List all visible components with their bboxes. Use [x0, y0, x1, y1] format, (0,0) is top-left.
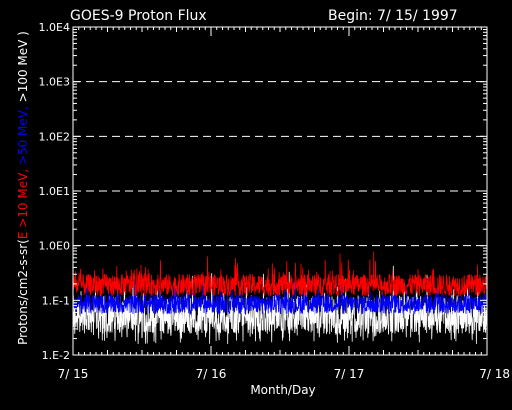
y-axis-label-part: E >10 MeV,	[16, 165, 30, 239]
series-line	[72, 251, 488, 298]
begin-date-label: Begin: 7/ 15/ 1997	[328, 8, 458, 24]
y-tick-label: 1.0E2	[39, 130, 70, 143]
x-tick-label: 7/ 16	[196, 367, 227, 381]
x-tick-label: 7/ 15	[58, 367, 89, 381]
gridlines	[73, 81, 487, 247]
series-line	[72, 280, 488, 316]
series-layer	[72, 251, 488, 345]
x-axis-label: Month/Day	[250, 383, 315, 397]
y-axis-label-part: >100 MeV )	[16, 31, 30, 102]
y-tick-label: 1.E-1	[42, 294, 70, 307]
y-axis-label-part: >50 MeV,	[16, 102, 30, 165]
y-axis-label: Protons/cm2-s-sr(E >10 MeV, >50 MeV, >10…	[16, 31, 30, 345]
y-tick-label: 1.0E4	[39, 21, 70, 34]
x-tick-label: 7/ 17	[334, 367, 365, 381]
y-axis-label-part: Protons/cm2-s-sr(	[16, 239, 30, 345]
y-tick-label: 1.0E0	[39, 240, 70, 253]
y-tick-label: 1.0E3	[39, 76, 70, 89]
y-tick-label: 1.0E1	[39, 185, 70, 198]
y-axis: 1.E-2 1.E-1 1.0E0 1.0E1 1.0E2 1.0E3 1.0E4	[39, 21, 487, 362]
x-tick-label: 7/ 18	[479, 367, 510, 381]
y-tick-label: 1.E-2	[42, 349, 70, 362]
x-axis: 7/ 15 7/ 16 7/ 17 7/ 18	[58, 27, 510, 381]
chart-title: GOES-9 Proton Flux	[70, 8, 207, 24]
